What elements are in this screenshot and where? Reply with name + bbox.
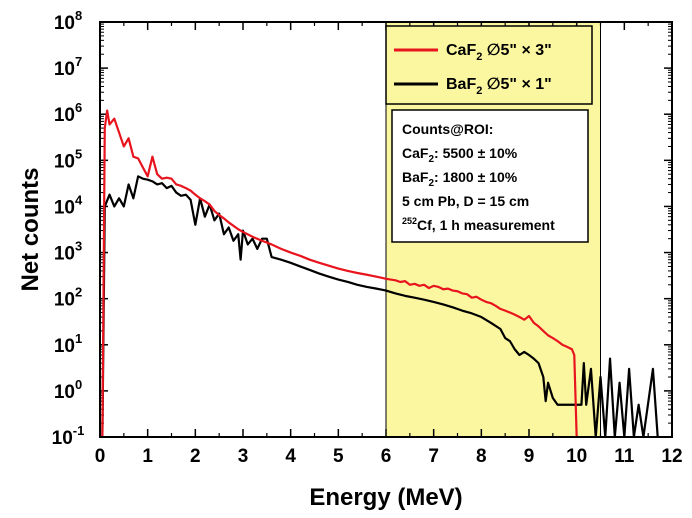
y-tick-label: 10-1	[52, 423, 85, 449]
legend-dims-caf2: ∅5" × 3"	[482, 42, 551, 59]
x-tick-label: 0	[95, 446, 106, 467]
x-tick-label: 4	[285, 446, 296, 467]
series-line-caf2	[101, 109, 578, 438]
x-axis-title: Energy (MeV)	[309, 484, 462, 511]
y-tick-label: 104	[54, 192, 83, 218]
y-tick-label: 106	[54, 100, 82, 126]
legend-formula-baf2: BaF	[446, 76, 476, 93]
x-tick-label: 11	[614, 446, 635, 467]
y-tick-label: 103	[54, 239, 82, 265]
y-tick-label: 107	[54, 54, 82, 80]
x-tick-label: 7	[428, 446, 439, 467]
plot-frame	[99, 21, 673, 438]
x-tick-label: 12	[661, 446, 682, 467]
y-tick-label: 101	[54, 331, 82, 357]
annotation-line-baf2: BaF2: 1800 ± 10%	[402, 169, 518, 189]
legend-label-caf2: CaF2 ∅5" × 3"	[446, 42, 552, 63]
y-tick-label: 102	[54, 285, 82, 311]
legend-box	[385, 25, 593, 105]
annotation-caf2-value: : 5500 ± 10%	[434, 145, 518, 161]
annotation-baf2-sub: 2	[428, 178, 434, 189]
annotation-baf2-formula: BaF	[402, 169, 429, 185]
x-tick-label: 9	[524, 446, 535, 467]
annotation-caf2-sub: 2	[428, 154, 434, 165]
legend-sub-baf2: 2	[476, 85, 482, 97]
roi-annotation: Counts@ROI: CaF2: 5500 ± 10% BaF2: 1800 …	[391, 109, 589, 243]
annotation-line-counts: Counts@ROI:	[402, 121, 493, 137]
annotation-source-sup: 252	[402, 216, 417, 226]
series-line-baf2	[101, 175, 659, 439]
x-tick-labels: 0 1 2 3 4 5 6 7 8 9 10 11 12	[95, 446, 683, 467]
y-tick-label: 108	[54, 8, 82, 34]
x-tick-label: 10	[566, 446, 587, 467]
x-tick-label: 3	[238, 446, 249, 467]
legend-formula-caf2: CaF	[446, 42, 476, 59]
x-tick-label: 5	[333, 446, 344, 467]
annotation-box	[391, 109, 589, 243]
legend-dims-baf2: ∅5" × 1"	[482, 76, 551, 93]
annotation-baf2-value: : 1800 ± 10%	[434, 169, 518, 185]
legend-sub-caf2: 2	[476, 51, 482, 63]
annotation-line-geometry: 5 cm Pb, D = 15 cm	[402, 193, 529, 209]
legend: CaF2 ∅5" × 3" BaF2 ∅5" × 1"	[385, 25, 593, 105]
annotation-caf2-formula: CaF	[402, 145, 429, 161]
y-tick-label: 105	[54, 146, 82, 172]
x-tick-label: 2	[190, 446, 201, 467]
y-axis-title: Net counts	[17, 167, 44, 291]
y-tick-label: 100	[54, 377, 82, 403]
annotation-source-text: Cf, 1 h measurement	[417, 217, 555, 233]
y-tick-labels: 10-1 100 101 102 103 104 105 106 107 108	[52, 8, 85, 449]
legend-label-baf2: BaF2 ∅5" × 1"	[446, 76, 552, 97]
x-tick-label: 6	[381, 446, 392, 467]
x-tick-label: 1	[142, 446, 153, 467]
annotation-line-caf2: CaF2: 5500 ± 10%	[402, 145, 518, 165]
annotation-line-source: 252Cf, 1 h measurement	[402, 216, 555, 233]
series-layer	[101, 109, 659, 439]
x-tick-label: 8	[476, 446, 487, 467]
